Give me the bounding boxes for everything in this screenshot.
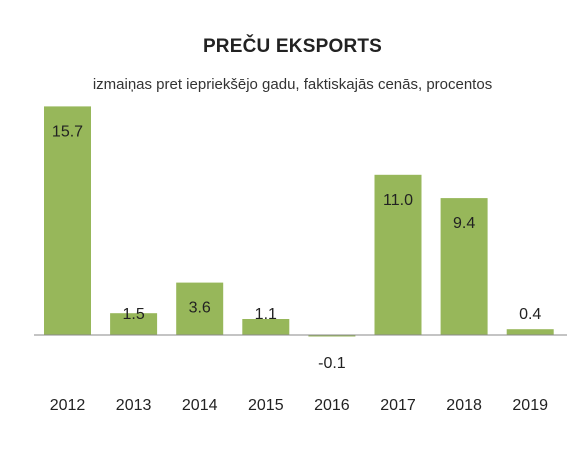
- x-tick-label: 2019: [512, 397, 548, 414]
- bar-value-label: 0.4: [519, 306, 541, 323]
- chart-subtitle: izmaiņas pret iepriekšējo gadu, faktiska…: [92, 76, 493, 93]
- x-tick-label: 2014: [182, 397, 218, 414]
- bar-value-label: 1.5: [122, 306, 144, 323]
- bar-value-label: 15.7: [52, 123, 83, 140]
- bar-value-label: 11.0: [383, 192, 413, 209]
- bar-value-label: -0.1: [318, 355, 346, 372]
- x-tick-label: 2018: [446, 397, 482, 414]
- x-tick-label: 2015: [248, 397, 284, 414]
- bar-2015: [242, 319, 290, 335]
- bar-2014: [176, 282, 224, 335]
- bar-2016: [308, 335, 356, 337]
- bar-value-label: 1.1: [255, 306, 277, 323]
- x-tick-label: 2016: [314, 397, 350, 414]
- bar-2019: [506, 329, 554, 335]
- bar-2017: [374, 174, 422, 335]
- x-tick-label: 2012: [50, 397, 86, 414]
- x-tick-label: 2017: [380, 397, 416, 414]
- bar-2012: [44, 106, 91, 336]
- x-tick-label: 2013: [116, 397, 152, 414]
- bar-value-label: 3.6: [189, 300, 211, 317]
- bar-2013: [110, 313, 158, 335]
- bar-2018: [440, 198, 488, 335]
- chart-title: PREČU EKSPORTS: [202, 36, 383, 57]
- bar-value-label: 9.4: [453, 215, 475, 232]
